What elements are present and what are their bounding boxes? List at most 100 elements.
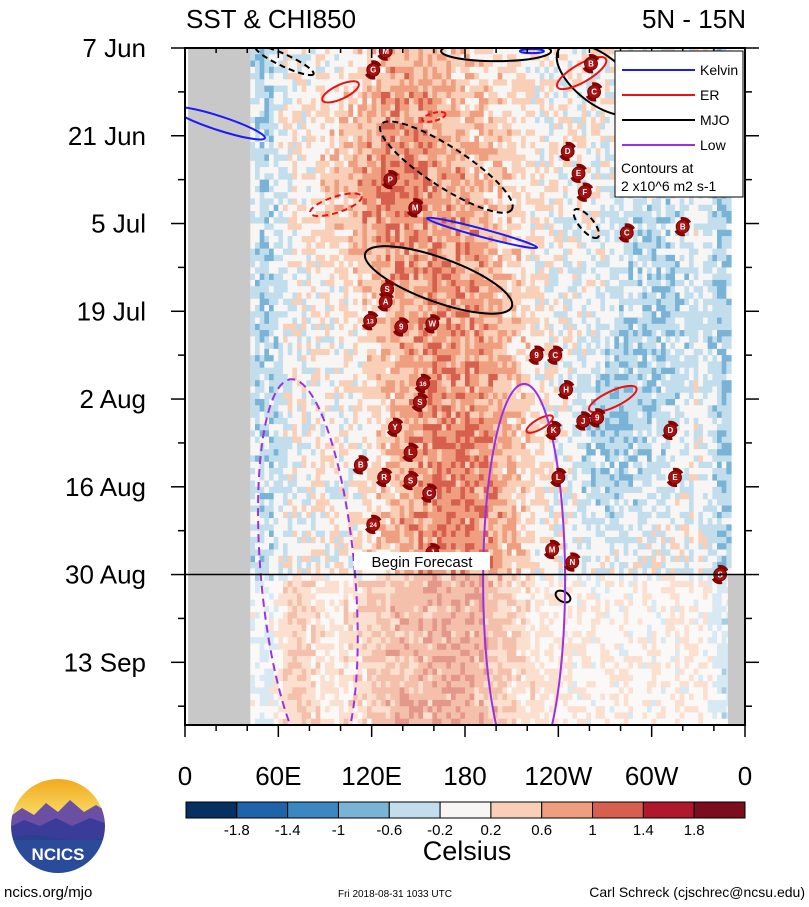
storm-label: R (381, 473, 387, 482)
legend: Kelvin ER MJO Low Contours at 2 x10^6 m2 s-… (614, 50, 744, 198)
y-tick-label: 21 Jun (68, 121, 146, 151)
storm-label: G (370, 66, 376, 75)
storm-label: 24 (370, 522, 378, 529)
colorbar-swatch (236, 801, 289, 819)
x-tick-label: 0 (178, 761, 192, 791)
storm-label: C (552, 351, 558, 360)
colorbar-unit-label: Celsius (423, 836, 512, 866)
storm-label: A (383, 298, 389, 307)
storm-label: H (563, 385, 569, 394)
er-dashed-a (309, 192, 363, 218)
storm-marker: E (570, 163, 587, 184)
x-tick-label: 180 (443, 761, 486, 791)
storm-label: M (382, 47, 389, 56)
y-tick-label: 13 Sep (64, 647, 146, 677)
storm-marker: W (424, 314, 441, 334)
storm-label: C (426, 489, 432, 498)
footer-url: ncics.org/mjo (4, 884, 92, 901)
storm-marker: M (543, 539, 561, 560)
storm-label: E (576, 169, 582, 178)
storm-marker: L (402, 442, 419, 462)
colorbar-tick-label: 0.2 (480, 822, 501, 839)
storm-label: 9 (399, 323, 404, 332)
legend-label: Kelvin (700, 62, 738, 78)
colorbar-tick-label: -0.2 (427, 822, 453, 839)
storm-marker: J (574, 411, 592, 431)
storm-marker: M (406, 198, 424, 218)
colorbar-swatch (185, 801, 238, 819)
storm-label: N (569, 558, 575, 567)
storm-marker: L (550, 467, 567, 488)
y-tick-label: 5 Jul (91, 209, 146, 239)
colorbar-swatch (693, 801, 746, 819)
storm-label: 16 (419, 381, 427, 388)
storm-label: M (412, 204, 419, 213)
storm-marker: S (402, 470, 419, 491)
y-tick-label: 30 Aug (65, 560, 146, 590)
kelvin-contour-west (185, 105, 266, 141)
storm-label: C (624, 229, 630, 238)
low-contour-solid (482, 382, 567, 725)
colorbar-swatch (490, 801, 543, 819)
storm-marker: C (585, 82, 603, 102)
colorbar-swatch (541, 801, 594, 819)
colorbar-swatch (388, 801, 441, 819)
legend-note-line1: Contours at (621, 160, 693, 176)
storm-marker: B (582, 54, 600, 74)
storm-label: D (565, 147, 571, 156)
contour-layer (185, 48, 642, 725)
legend-label: ER (700, 87, 719, 103)
ncics-logo: NCICS (9, 777, 107, 875)
mjo-contour-early (440, 48, 553, 63)
x-tick-label: 60E (255, 761, 301, 791)
storm-label: L (556, 473, 561, 482)
storm-label: B (358, 461, 364, 470)
x-axis: 0 60E 120E 180 120W 60W 0 (178, 48, 752, 791)
colorbar-tick-label: 1.8 (684, 822, 705, 839)
storm-marker: N (564, 552, 581, 572)
colorbar-tick-label: -1 (332, 822, 345, 839)
storm-marker: A (377, 292, 394, 312)
storm-marker: C (546, 345, 564, 365)
y-tick-label: 16 Aug (65, 472, 146, 502)
land-mask-west (188, 48, 251, 725)
er-contour-b (556, 56, 608, 91)
legend-label: MJO (700, 112, 730, 128)
storm-marker: H (557, 379, 575, 400)
storm-marker: 9 (392, 317, 410, 337)
storm-marker: D (559, 141, 576, 162)
storm-label: Y (392, 423, 398, 432)
logo-text: NCICS (32, 845, 85, 864)
storm-marker: Y (386, 417, 404, 437)
storm-label: B (680, 222, 686, 231)
colorbar-swatch (287, 801, 339, 819)
er-dashed-b (421, 110, 447, 123)
storm-label: C (591, 88, 597, 97)
plot-area: MGBCDEFPMCBSA139W9C16SHYKJ9DLBRSCLE24JMN… (185, 47, 745, 725)
storm-marker: E (666, 467, 684, 488)
land-mask-east (727, 574, 745, 725)
chart-title-right: 5N - 15N (642, 4, 746, 34)
legend-note-line2: 2 x10^6 m2 s-1 (621, 178, 716, 194)
low-dashed (257, 378, 359, 725)
colorbar-tick-label: -0.6 (376, 822, 402, 839)
storm-marker: D (662, 420, 679, 441)
footer-author: Carl Schreck (cjschrec@ncsu.edu) (589, 884, 805, 900)
storm-label: D (667, 426, 673, 435)
forecast-shade (250, 574, 728, 725)
colorbar-tick-label: -1.8 (224, 822, 250, 839)
x-tick-label: 120W (524, 761, 592, 791)
storm-markers: MGBCDEFPMCBSA139W9C16SHYKJ9DLBRSCLE24JMN… (352, 47, 729, 585)
storm-marker: S (411, 392, 429, 412)
er-contour-c (587, 384, 638, 414)
mjo-contour-main (363, 245, 514, 315)
mjo-dashed-a (379, 120, 514, 214)
storm-marker: 9 (588, 408, 606, 428)
storm-marker: 24 (364, 514, 382, 535)
storm-marker: R (375, 467, 393, 488)
storm-label: W (429, 320, 437, 329)
storm-label: S (408, 476, 414, 485)
storm-label: S (385, 285, 391, 294)
legend-box (614, 50, 744, 198)
